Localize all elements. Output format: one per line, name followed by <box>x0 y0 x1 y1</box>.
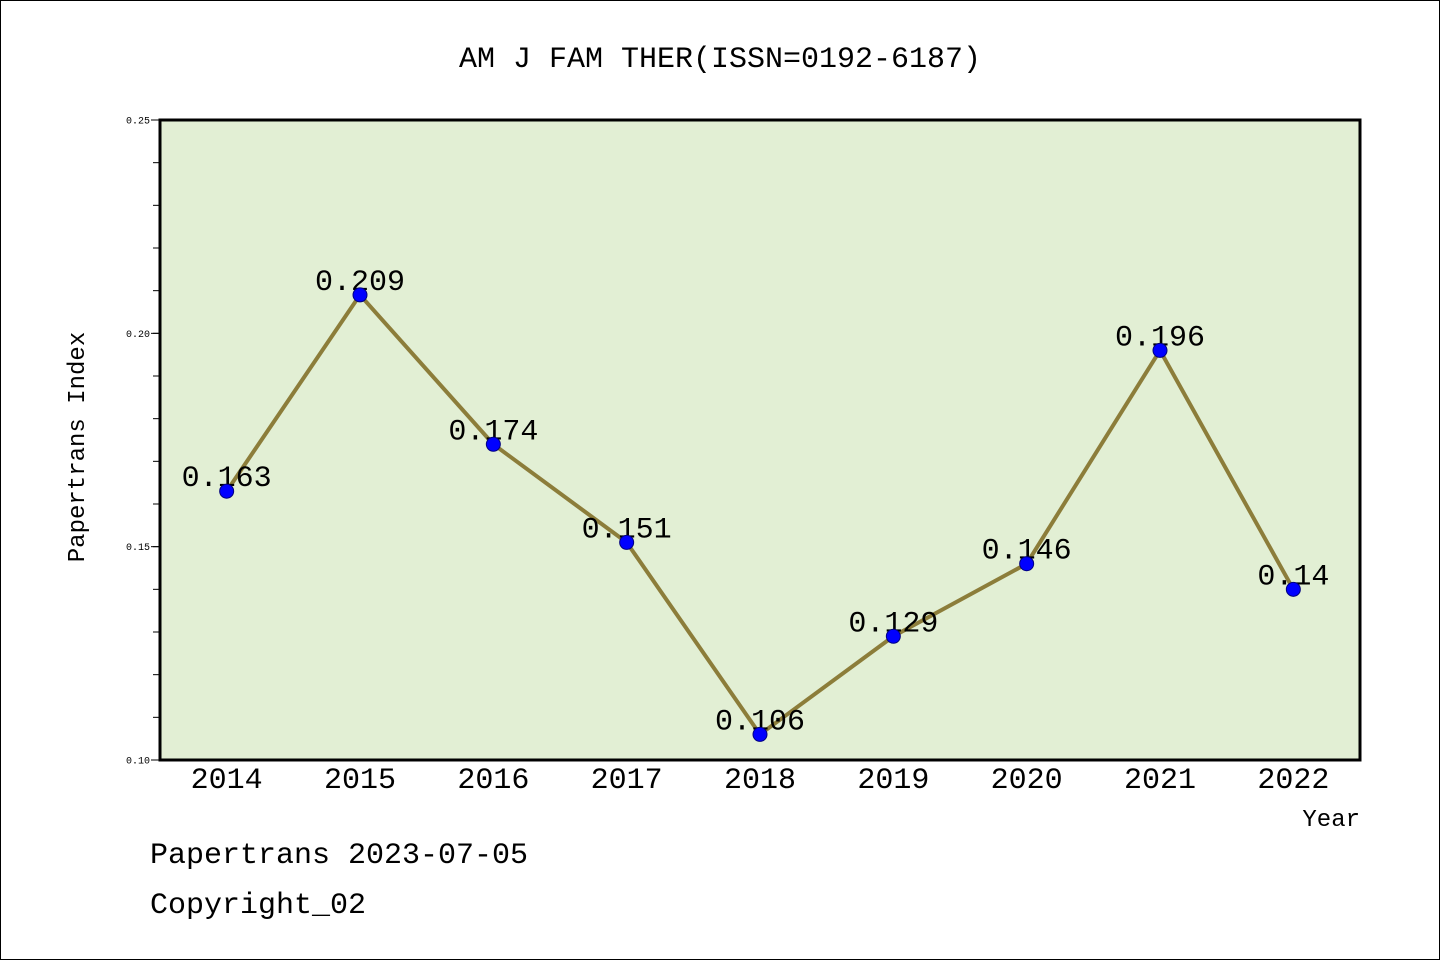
x-tick-label: 2018 <box>724 764 796 798</box>
x-tick-label: 2019 <box>857 764 929 798</box>
y-tick-label: 0.25 <box>126 117 150 128</box>
footer-source: Papertrans 2023-07-05 <box>150 839 528 873</box>
x-axis-label: Year <box>1302 807 1360 834</box>
y-tick-label: 0.20 <box>126 330 150 341</box>
x-tick-label: 2022 <box>1257 764 1329 798</box>
y-axis-label: Papertrans Index <box>65 332 92 562</box>
x-tick-label: 2020 <box>991 764 1063 798</box>
x-tick-label: 2017 <box>591 764 663 798</box>
data-point-marker <box>619 534 635 550</box>
data-point-marker <box>752 726 768 742</box>
plot-area <box>158 118 1362 762</box>
data-point-marker <box>1152 342 1168 358</box>
data-point-marker <box>219 483 235 499</box>
x-axis: 2014 2015 2016 2017 2018 2019 2020 2021 2022 <box>191 764 1330 798</box>
y-tick-label: 0.15 <box>126 543 150 554</box>
data-point-marker <box>352 287 368 303</box>
data-point-marker <box>1019 556 1035 572</box>
data-point-marker <box>1285 581 1301 597</box>
x-tick-label: 2014 <box>191 764 263 798</box>
footer-copyright: Copyright_02 <box>150 889 366 923</box>
series-layer: 0.1630.2090.1740.1510.1060.1290.1460.196… <box>182 266 1329 742</box>
x-tick-label: 2016 <box>457 764 529 798</box>
chart-title: AM J FAM THER(ISSN=0192-6187) <box>459 43 981 77</box>
x-tick-label: 2015 <box>324 764 396 798</box>
x-tick-label: 2021 <box>1124 764 1196 798</box>
y-tick-label: 0.10 <box>126 757 150 768</box>
y-axis: 0.10 0.15 0.20 0.25 <box>126 117 160 768</box>
data-point-marker <box>885 628 901 644</box>
data-point-marker <box>485 436 501 452</box>
